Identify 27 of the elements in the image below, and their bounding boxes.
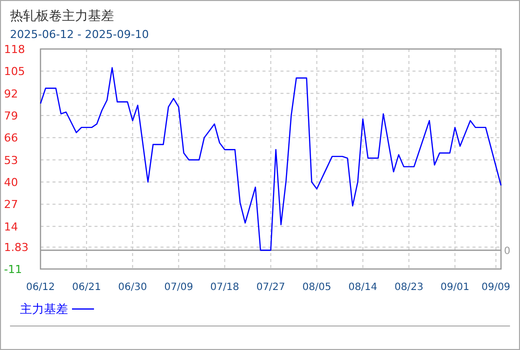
y-tick-label: 105 (4, 65, 25, 78)
x-tick-label: 07/18 (210, 282, 240, 293)
y-tick-label: 79 (4, 110, 18, 123)
x-tick-label: 08/23 (394, 282, 424, 293)
x-tick-label: 07/09 (164, 282, 194, 293)
x-tick-label: 06/12 (26, 282, 55, 293)
y-tick-label: 66 (4, 132, 18, 145)
y-tick-label: 53 (4, 154, 18, 167)
x-tick-label: 08/14 (348, 282, 378, 293)
y-tick-label: 27 (4, 198, 18, 212)
x-tick-label: 06/21 (72, 282, 101, 293)
y-tick-label: 1.83 (4, 241, 28, 254)
y-tick-label: 92 (4, 87, 18, 100)
y-tick-label: 14 (4, 220, 18, 234)
legend-label: 主力基差 (20, 302, 68, 316)
chart-subtitle: 2025-06-12 - 2025-09-10 (10, 28, 149, 41)
x-tick-label: 09/09 (481, 282, 510, 293)
ref-line-label: 0 (504, 246, 510, 258)
x-tick-label: 09/01 (440, 282, 470, 293)
x-tick-label: 08/05 (302, 282, 332, 293)
y-tick-label: -11 (4, 263, 22, 276)
y-tick-label: 118 (4, 43, 25, 56)
line-series (40, 67, 502, 251)
x-tick-label: 07/27 (256, 282, 286, 293)
chart-title: 热轧板卷主力基差 (10, 8, 114, 24)
y-tick-label: 40 (4, 176, 18, 190)
x-tick-label: 06/30 (118, 282, 148, 293)
